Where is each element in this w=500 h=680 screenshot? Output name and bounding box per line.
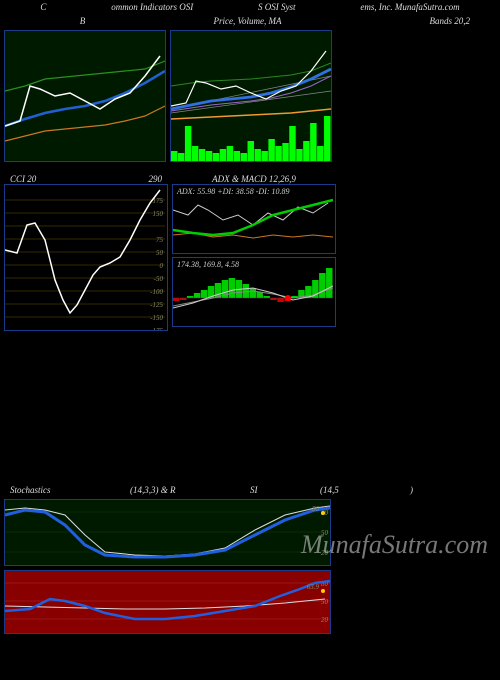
- title-price: Price, Volume, MA: [165, 16, 330, 26]
- col-adx-macd: ADX & MACD 12,26,9 ADX: 55.98 +DI: 38.58…: [172, 174, 336, 331]
- top-titles: B Price, Volume, MA Bands 20,2: [0, 14, 500, 28]
- hdr-left: C: [40, 2, 46, 12]
- cci-value: 290: [149, 174, 163, 184]
- title-bb: B: [0, 16, 165, 26]
- svg-text:50: 50: [321, 529, 329, 537]
- col-cci: CCI 20 290 17515075500-50-100-125-150-17…: [4, 174, 168, 331]
- hdr-right: ems, Inc. MunafaSutra.com: [360, 2, 459, 12]
- row-3: 80502080: [0, 497, 500, 568]
- stoch-t2: (14,3,3) & R: [130, 485, 220, 495]
- adx-chart: ADX: 55.98 +DI: 38.58 -DI: 10.89: [172, 184, 336, 254]
- svg-text:0: 0: [160, 262, 164, 270]
- macd-chart: 174.38, 169.8, 4.58: [172, 257, 336, 327]
- row-4: 80502063.9: [0, 568, 500, 636]
- hdr-mid: ommon Indicators OSI: [111, 2, 193, 12]
- page-header: C ommon Indicators OSI S OSI Syst ems, I…: [0, 0, 500, 14]
- row-2: CCI 20 290 17515075500-50-100-125-150-17…: [0, 172, 500, 333]
- svg-text:63.9: 63.9: [307, 583, 320, 591]
- cci-title: CCI 20: [10, 174, 36, 184]
- svg-text:150: 150: [153, 210, 164, 218]
- title-bands: Bands 20,2: [330, 16, 490, 26]
- svg-text:80: 80: [312, 505, 320, 513]
- stoch-t1: Stochastics: [10, 485, 100, 495]
- svg-text:-175: -175: [150, 327, 163, 330]
- svg-text:-100: -100: [150, 288, 163, 296]
- svg-text:-150: -150: [150, 314, 163, 322]
- stoch-titles: Stochastics (14,3,3) & R SI (14,5 ): [0, 483, 500, 497]
- svg-text:75: 75: [156, 236, 164, 244]
- row-1: [0, 28, 500, 164]
- bollinger-chart: [4, 30, 166, 162]
- rsi-chart: 80502063.9: [4, 570, 331, 634]
- svg-text:20: 20: [321, 616, 329, 624]
- cci-chart: 17515075500-50-100-125-150-175: [4, 184, 168, 331]
- price-volume-chart: [170, 30, 332, 162]
- adx-label: ADX: 55.98 +DI: 38.58 -DI: 10.89: [177, 187, 290, 196]
- svg-text:-125: -125: [150, 301, 163, 309]
- svg-text:50: 50: [156, 249, 164, 257]
- stoch-t3: SI: [250, 485, 290, 495]
- hdr-mid2: S OSI Syst: [258, 2, 296, 12]
- svg-text:-50: -50: [154, 275, 164, 283]
- macd-label: 174.38, 169.8, 4.58: [177, 260, 239, 269]
- stochastics-chart: 80502080: [4, 499, 331, 566]
- stoch-t4: (14,5: [320, 485, 380, 495]
- stoch-t5: ): [410, 485, 430, 495]
- spacer: [0, 333, 500, 483]
- svg-text:20: 20: [321, 549, 329, 557]
- adx-macd-title: ADX & MACD 12,26,9: [172, 174, 336, 184]
